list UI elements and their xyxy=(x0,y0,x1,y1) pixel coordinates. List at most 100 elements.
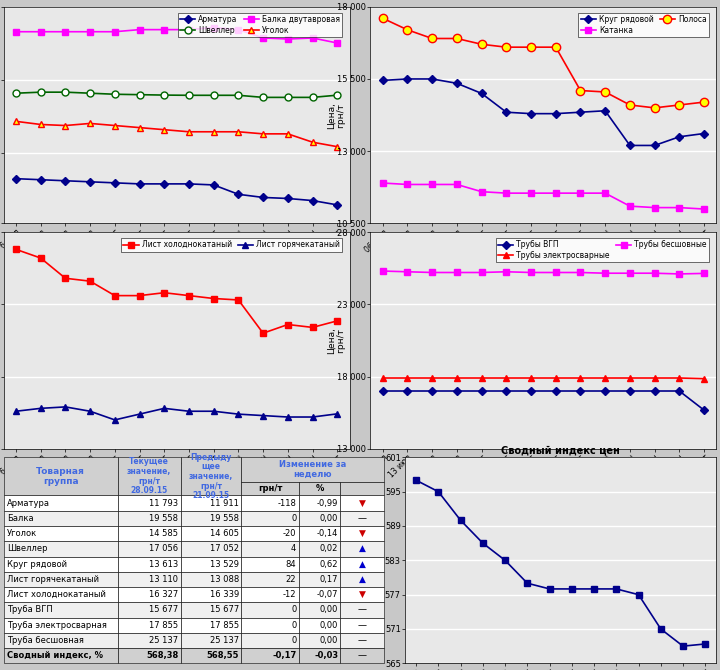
Трубы электросварные xyxy=(576,374,585,382)
Text: —: — xyxy=(358,651,366,660)
Text: 13 529: 13 529 xyxy=(210,559,239,569)
Уголок xyxy=(284,130,292,138)
Line: Швеллер: Швеллер xyxy=(12,88,341,101)
Text: Труба бесшовная: Труба бесшовная xyxy=(6,636,84,645)
Text: 0,62: 0,62 xyxy=(320,559,338,569)
Круг рядовой xyxy=(576,108,585,116)
Text: Предыду
щее
значение,
грн/т
21.09.15: Предыду щее значение, грн/т 21.09.15 xyxy=(189,452,233,500)
Уголок xyxy=(184,128,193,136)
Bar xyxy=(181,618,241,632)
Text: Товарная
группа: Товарная группа xyxy=(36,467,85,486)
Швеллер xyxy=(135,90,144,98)
Bar xyxy=(4,648,118,663)
Лист горячекатаный xyxy=(184,407,193,415)
Bar xyxy=(118,618,181,632)
Bar xyxy=(341,632,384,648)
Text: Сводный индекс, %: Сводный индекс, % xyxy=(6,651,103,660)
Bar xyxy=(241,511,299,526)
Уголок xyxy=(36,121,45,129)
Bar xyxy=(299,557,341,572)
Лист холоднокатаный xyxy=(234,296,243,304)
Трубы ВГП xyxy=(428,387,436,395)
Legend: Арматура, Швеллер, Балка двутавровая, Уголок: Арматура, Швеллер, Балка двутавровая, Уг… xyxy=(178,13,342,37)
Полоса xyxy=(379,14,387,22)
Bar xyxy=(299,572,341,587)
Швеллер xyxy=(36,88,45,96)
Лист холоднокатаный xyxy=(333,317,341,325)
Лист холоднокатаный xyxy=(135,291,144,299)
Круг рядовой xyxy=(650,141,659,149)
Legend: Трубы ВГП, Трубы электросварные, Трубы бесшовные: Трубы ВГП, Трубы электросварные, Трубы б… xyxy=(496,238,709,262)
Швеллер xyxy=(333,91,341,99)
Трубы ВГП xyxy=(477,387,486,395)
Bar xyxy=(299,541,341,557)
Text: —: — xyxy=(358,636,366,645)
Line: Катанка: Катанка xyxy=(380,180,707,212)
Bar xyxy=(118,587,181,602)
Арматура xyxy=(160,180,168,188)
Балка двутавровая xyxy=(36,27,45,36)
Text: 11 793: 11 793 xyxy=(149,498,179,508)
Text: 16 339: 16 339 xyxy=(210,590,239,599)
Круг рядовой xyxy=(428,75,436,83)
Bar xyxy=(4,526,118,541)
Text: —: — xyxy=(358,620,366,630)
Трубы электросварные xyxy=(428,374,436,382)
Legend: Лист холоднокатаный, Лист горячекатаный: Лист холоднокатаный, Лист горячекатаный xyxy=(121,238,342,252)
Уголок xyxy=(61,121,70,129)
Полоса xyxy=(601,88,610,96)
Уголок xyxy=(234,128,243,136)
Bar xyxy=(299,496,341,511)
Круг рядовой xyxy=(527,110,536,118)
Text: 0: 0 xyxy=(291,606,297,614)
Text: 11 911: 11 911 xyxy=(210,498,239,508)
Полоса xyxy=(626,101,634,109)
Катанка xyxy=(675,204,684,212)
Лист холоднокатаный xyxy=(184,291,193,299)
Балка двутавровая xyxy=(333,39,341,47)
Лист холоднокатаный xyxy=(284,320,292,328)
Bar xyxy=(181,572,241,587)
Трубы бесшовные xyxy=(626,269,634,277)
Круг рядовой xyxy=(601,107,610,115)
Трубы ВГП xyxy=(502,387,510,395)
Bar xyxy=(241,557,299,572)
Line: Трубы бесшовные: Трубы бесшовные xyxy=(380,268,707,277)
Bar xyxy=(241,572,299,587)
Уголок xyxy=(12,117,20,125)
Bar xyxy=(299,482,341,496)
Швеллер xyxy=(110,90,119,98)
Text: 0: 0 xyxy=(291,620,297,630)
Арматура xyxy=(258,194,267,202)
Bar xyxy=(299,511,341,526)
Text: 13 110: 13 110 xyxy=(149,575,179,584)
Text: 13 088: 13 088 xyxy=(210,575,239,584)
Трубы ВГП xyxy=(403,387,412,395)
Лист горячекатаный xyxy=(333,410,341,418)
Трубы электросварные xyxy=(552,374,560,382)
Трубы электросварные xyxy=(650,374,659,382)
Арматура xyxy=(333,201,341,209)
Трубы ВГП xyxy=(700,406,708,414)
Лист холоднокатаный xyxy=(86,277,94,285)
Трубы ВГП xyxy=(379,387,387,395)
Арматура xyxy=(135,180,144,188)
Лист горячекатаный xyxy=(36,404,45,412)
Bar xyxy=(299,618,341,632)
Bar xyxy=(241,618,299,632)
Text: Арматура: Арматура xyxy=(6,498,50,508)
Круг рядовой xyxy=(379,76,387,84)
Text: 4: 4 xyxy=(291,545,297,553)
Арматура xyxy=(86,178,94,186)
Трубы электросварные xyxy=(601,374,610,382)
Text: -12: -12 xyxy=(283,590,297,599)
Катанка xyxy=(428,180,436,188)
Text: -20: -20 xyxy=(283,529,297,538)
Трубы бесшовные xyxy=(601,269,610,277)
Text: Уголок: Уголок xyxy=(6,529,37,538)
Bar xyxy=(341,572,384,587)
Text: Круг рядовой: Круг рядовой xyxy=(6,559,67,569)
Лист холоднокатаный xyxy=(308,324,317,332)
Text: 19 558: 19 558 xyxy=(210,514,239,523)
Y-axis label: Цена,
грн/т: Цена, грн/т xyxy=(326,327,345,354)
